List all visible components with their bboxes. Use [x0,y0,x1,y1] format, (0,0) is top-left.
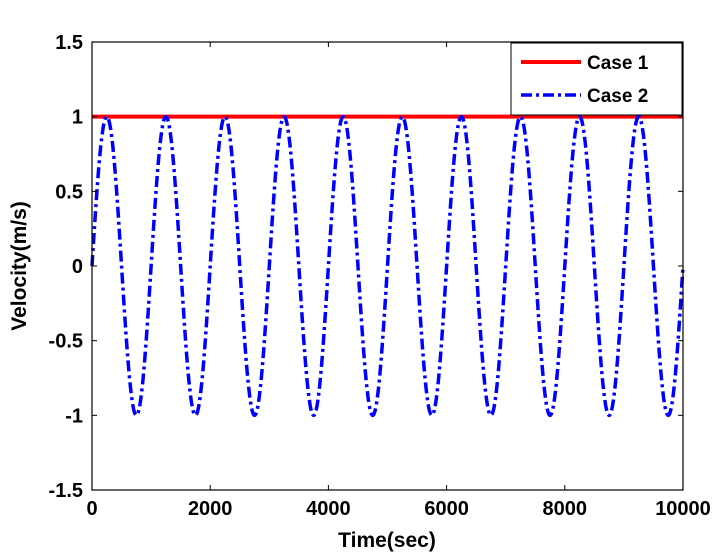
y-tick-label: -0.5 [49,331,83,353]
legend-box [510,42,683,116]
y-tick-label: 1.5 [55,32,83,54]
series-layer [90,114,685,418]
y-tick-label: 1 [72,107,83,129]
ticks-layer: 0 2000 4000 6000 8000 10000 -1.5 -1 -0.5 0 0.5 1 1.5 [49,32,711,520]
y-tick-label: 0.5 [55,181,83,203]
x-tick-label: 8000 [543,498,588,520]
x-axis-label: Time(sec) [338,529,436,552]
y-tick-label: -1 [65,405,83,427]
x-tick-label: 4000 [306,498,351,520]
y-tick-label: -1.5 [49,480,83,502]
legend-label: Case 1 [587,53,649,74]
y-tick-label: 0 [72,256,83,278]
y-axis-label: Velocity(m/s) [8,201,31,331]
legend: Case 1 Case 2 [510,42,683,116]
x-tick-label: 0 [86,498,97,520]
x-tick-label: 2000 [188,498,233,520]
legend-label: Case 2 [587,86,648,107]
x-tick-label: 10000 [655,498,711,520]
x-tick-label: 6000 [424,498,469,520]
